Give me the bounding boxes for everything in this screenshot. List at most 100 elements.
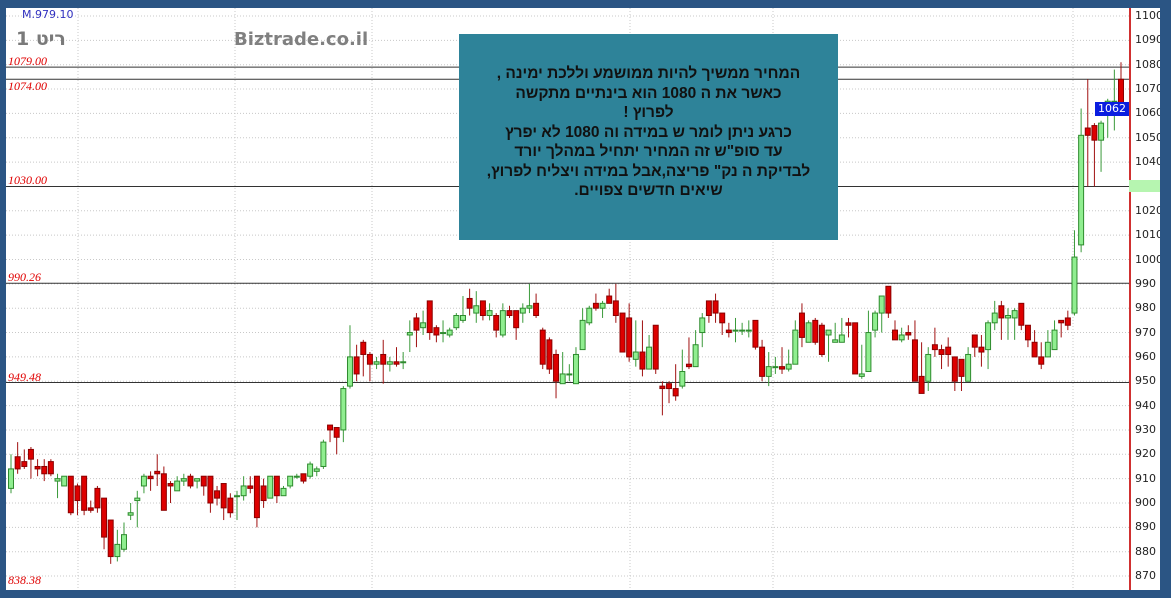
candle-body xyxy=(892,329,899,341)
level-label: 949.48 xyxy=(8,369,41,384)
annotation-box: המחיר ממשיך להיות ממושמע וללכת ימינה , כ… xyxy=(459,34,838,240)
candle-body xyxy=(639,351,646,370)
price-axis: 1100109010801070106010501040103010201010… xyxy=(1129,8,1163,590)
candle-body xyxy=(353,356,360,375)
candle-body xyxy=(386,361,393,365)
candle-body xyxy=(985,322,992,351)
candle-body xyxy=(752,319,759,348)
candle-body xyxy=(267,475,274,499)
candle-body xyxy=(918,375,925,394)
candle-body xyxy=(440,332,447,335)
candle-body xyxy=(852,322,859,375)
candle-body xyxy=(1051,329,1058,351)
candle-body xyxy=(21,461,28,467)
candle-body xyxy=(160,473,167,511)
right-frame xyxy=(1160,0,1171,598)
candle-body xyxy=(898,334,905,341)
candle-body xyxy=(253,475,260,519)
candle-body xyxy=(107,519,114,558)
candle-body xyxy=(320,441,327,467)
candle-body xyxy=(313,468,320,472)
candle-body xyxy=(47,461,54,475)
candle-body xyxy=(393,361,400,365)
annotation-line: כרגע ניתן לומר ש במידה וה 1080 לא יפרץ xyxy=(505,123,792,141)
candle-body xyxy=(659,385,666,390)
candle-body xyxy=(772,366,779,369)
candle-body xyxy=(61,475,68,487)
candle-body xyxy=(666,383,673,390)
level-label: 990.26 xyxy=(8,270,41,285)
y-tick-label: 920 xyxy=(1135,447,1156,461)
price-marker xyxy=(1129,180,1162,193)
candle-body xyxy=(905,332,912,336)
candle-body xyxy=(865,332,872,373)
candle-body xyxy=(805,322,812,343)
annotation-line: המחיר ממשיך להיות ממושמע וללכת ימינה , xyxy=(496,65,801,82)
candle-body xyxy=(446,329,453,336)
candle-body xyxy=(825,329,832,336)
y-tick-label: 870 xyxy=(1135,569,1156,583)
candle-body xyxy=(546,339,553,370)
y-tick-label: 1100 xyxy=(1135,9,1163,22)
y-tick-label: 1000 xyxy=(1135,252,1163,266)
candle-body xyxy=(586,307,593,324)
annotation-line: כאשר את ה 1080 הוא בינתיים מתקשה xyxy=(515,84,782,102)
y-tick-label: 930 xyxy=(1135,422,1156,436)
candle-body xyxy=(121,534,127,550)
candle-body xyxy=(180,478,187,482)
candle-body xyxy=(632,351,639,360)
candle-body xyxy=(765,366,772,377)
candle-body xyxy=(360,341,367,355)
candle-body xyxy=(200,475,207,487)
candle-body xyxy=(759,346,766,377)
candle-body xyxy=(54,478,61,482)
candle-body xyxy=(519,307,526,314)
candle-body xyxy=(506,310,513,317)
candle-body xyxy=(1058,319,1065,324)
candle-body xyxy=(599,302,606,309)
candle-body xyxy=(719,312,726,324)
candle-body xyxy=(214,490,221,499)
y-tick-label: 960 xyxy=(1135,349,1156,363)
y-tick-label: 950 xyxy=(1135,374,1156,388)
candle-body xyxy=(373,361,380,365)
candle-body xyxy=(194,478,201,482)
last-price-label: 1062 xyxy=(1095,101,1129,116)
candle-body xyxy=(553,353,560,382)
candle-body xyxy=(606,295,613,304)
candle-body xyxy=(958,358,965,377)
y-tick-label: 1040 xyxy=(1135,155,1163,169)
candle-body xyxy=(220,483,227,509)
candle-body xyxy=(87,507,94,511)
candle-body xyxy=(453,315,460,329)
candle-body xyxy=(94,487,101,509)
candle-body xyxy=(280,487,287,497)
candle-body xyxy=(1038,356,1045,365)
candle-body xyxy=(572,353,579,385)
candle-body xyxy=(725,329,732,334)
y-tick-label: 1070 xyxy=(1135,82,1163,96)
candle-body xyxy=(1024,324,1031,341)
candle-body xyxy=(433,327,440,336)
y-tick-label: 1090 xyxy=(1135,33,1163,47)
candle-body xyxy=(885,285,892,314)
candle-body xyxy=(134,497,141,502)
candle-body xyxy=(1064,317,1071,326)
watermark: Biztrade.co.il xyxy=(234,29,369,50)
candle-body xyxy=(327,424,334,431)
level-label: 1030.00 xyxy=(8,173,47,188)
y-tick-label: 880 xyxy=(1135,544,1156,558)
annotation-line: לבדיקת ה נק" פריצה,אבל במידה ויצליח לפרו… xyxy=(486,162,811,180)
candle-body xyxy=(945,346,952,355)
candle-body xyxy=(612,300,619,317)
y-tick-label: 1050 xyxy=(1135,130,1163,144)
candle-body xyxy=(513,310,520,329)
candle-body xyxy=(838,334,845,343)
candle-body xyxy=(1018,302,1025,326)
candle-body xyxy=(566,373,573,376)
candle-body xyxy=(293,475,300,478)
candle-body xyxy=(705,300,712,317)
candle-body xyxy=(925,353,932,382)
candle-body xyxy=(951,356,958,382)
candle-body xyxy=(1044,341,1051,358)
